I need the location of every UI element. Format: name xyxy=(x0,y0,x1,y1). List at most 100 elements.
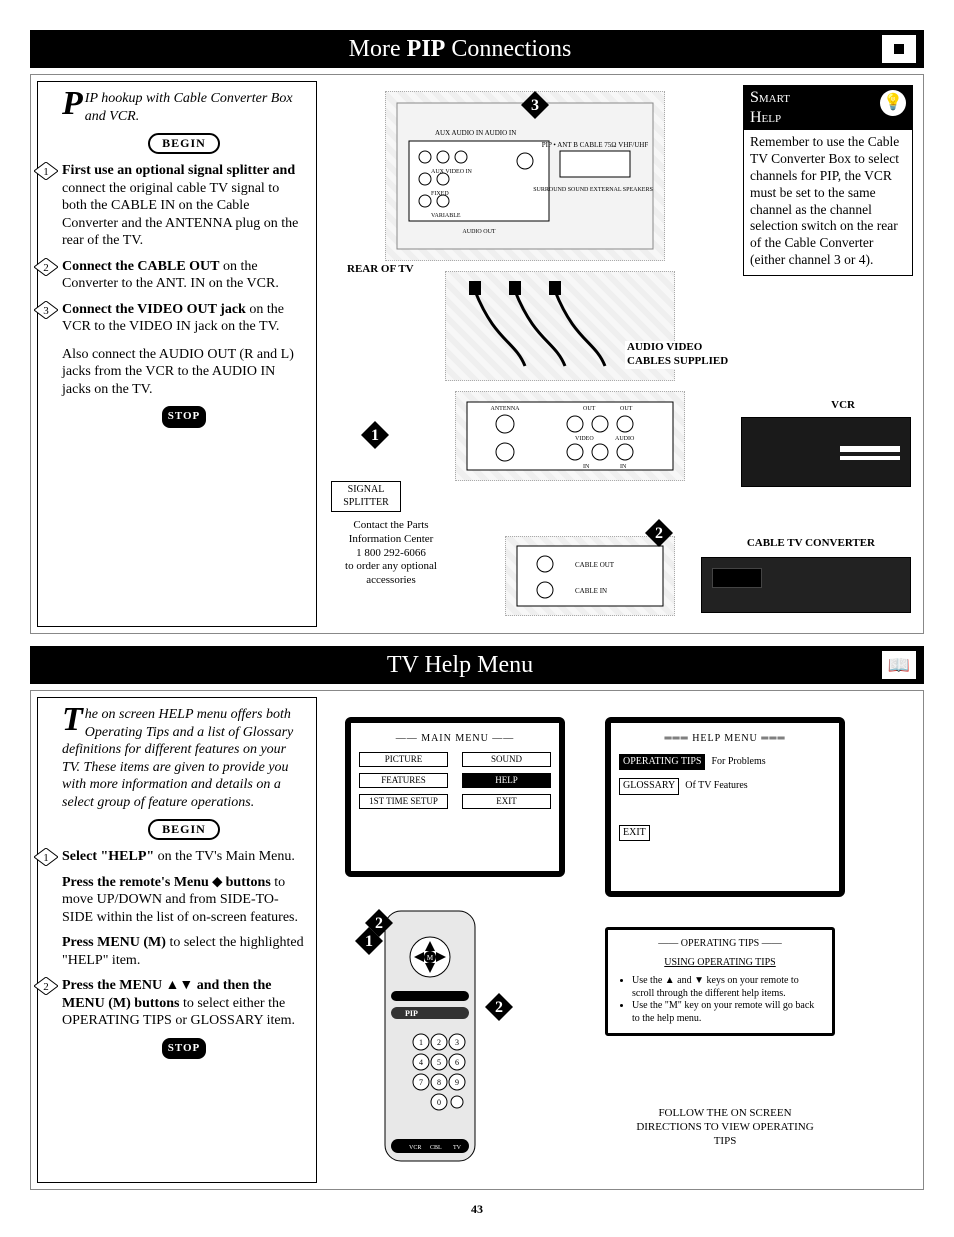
label-av-cables: AUDIO VIDEO CABLES SUPPLIED xyxy=(625,341,735,369)
svg-text:3: 3 xyxy=(43,305,49,317)
svg-text:FIXED: FIXED xyxy=(431,191,449,197)
svg-text:VARIABLE: VARIABLE xyxy=(431,213,461,219)
pip-step-2: 2 Connect the CABLE OUT on the Converter… xyxy=(62,258,306,293)
menu-item-features: FEATURES xyxy=(359,773,448,788)
tv-main-menu: —— MAIN MENU —— PICTURE SOUND FEATURES H… xyxy=(345,717,565,877)
ops-tips-bullet-2: Use the "M" key on your remote will go b… xyxy=(632,1000,822,1025)
help-menu-glossary: GLOSSARY xyxy=(619,778,679,795)
stop-badge: STOP xyxy=(162,406,207,428)
help-menu-operating-tips: OPERATING TIPS xyxy=(619,754,705,771)
banner-help: TV Help Menu 📖 xyxy=(30,646,924,684)
svg-text:ANTENNA: ANTENNA xyxy=(491,406,521,412)
help-step-2: 2 Press the MENU ▲▼ and then the MENU (M… xyxy=(62,977,306,1030)
step-number-icon: 3 xyxy=(34,301,58,319)
section-pip: P IP hookup with Cable Converter Box and… xyxy=(30,74,924,634)
svg-text:AUX AUDIO IN AUDIO IN: AUX AUDIO IN AUDIO IN xyxy=(435,129,516,137)
label-cable-converter: CABLE TV CONVERTER xyxy=(745,537,877,551)
callout-2-icon: 2 xyxy=(365,909,393,937)
step-number-icon: 2 xyxy=(34,977,58,995)
help-menu-exit: EXIT xyxy=(619,825,650,842)
pip-intro: P IP hookup with Cable Converter Box and… xyxy=(62,90,306,125)
svg-text:3: 3 xyxy=(531,97,539,114)
svg-text:PIP: PIP xyxy=(405,1009,418,1018)
svg-text:AUDIO: AUDIO xyxy=(615,436,635,442)
stop-badge: STOP xyxy=(162,1038,207,1060)
section-help: T he on screen HELP menu offers both Ope… xyxy=(30,690,924,1190)
callout-1-icon: 1 xyxy=(361,421,389,449)
pip-dropcap: P xyxy=(62,90,83,118)
banner-pip-title: More PIP Connections xyxy=(38,34,882,64)
svg-text:SURROUND SOUND EXTERNAL SPEAKE: SURROUND SOUND EXTERNAL SPEAKERS xyxy=(533,187,653,193)
svg-text:2: 2 xyxy=(375,915,383,932)
callout-2b-icon: 2 xyxy=(485,993,513,1021)
help-step-1-rest: on the TV's Main Menu. xyxy=(154,849,295,864)
svg-text:2: 2 xyxy=(43,262,49,274)
help-menu-header: ═══ HELP MENU ═══ xyxy=(619,733,831,746)
svg-text:TV: TV xyxy=(453,1145,462,1151)
svg-text:7: 7 xyxy=(419,1078,423,1087)
tv-set-icon xyxy=(882,35,916,63)
pip-step-3-extra: Also connect the AUDIO OUT (R and L) jac… xyxy=(62,346,306,399)
svg-text:CABLE IN: CABLE IN xyxy=(575,587,607,595)
pip-step-3: 3 Connect the VIDEO OUT jack on the VCR … xyxy=(62,301,306,399)
pip-instructions: P IP hookup with Cable Converter Box and… xyxy=(37,81,317,627)
main-menu-header: —— MAIN MENU —— xyxy=(359,733,551,746)
step-number-icon: 1 xyxy=(34,848,58,866)
cable-converter-rear-diagram: CABLE OUT CABLE IN xyxy=(505,536,675,616)
menu-item-help: HELP xyxy=(462,773,551,788)
smart-help-box: Smart Help 💡 Remember to use the Cable T… xyxy=(743,85,913,276)
pip-step-1-rest: connect the original cable TV signal to … xyxy=(62,181,298,249)
svg-text:8: 8 xyxy=(437,1078,441,1087)
ops-tips-bullet-1: Use the ▲ and ▼ keys on your remote to s… xyxy=(632,975,822,1000)
main-menu-grid: PICTURE SOUND FEATURES HELP 1ST TIME SET… xyxy=(359,752,551,810)
callout-2-icon: 2 xyxy=(645,519,673,547)
ops-tips-header: —— OPERATING TIPS —— xyxy=(618,938,822,951)
pip-step-1: 1 First use an optional signal splitter … xyxy=(62,162,306,250)
svg-text:1: 1 xyxy=(371,427,379,444)
smart-help-header: Smart Help 💡 xyxy=(744,86,912,130)
lightbulb-icon: 💡 xyxy=(880,90,906,116)
help-menu-line1-txt: For Problems xyxy=(711,756,765,769)
follow-directions: FOLLOW THE ON SCREEN DIRECTIONS TO VIEW … xyxy=(625,1107,825,1148)
help-menu-line-2: GLOSSARY Of TV Features xyxy=(619,778,831,795)
svg-text:4: 4 xyxy=(419,1058,423,1067)
pip-step-1-bold: First use an optional signal splitter an… xyxy=(62,163,295,178)
parts-contact: Contact the Parts Information Center xyxy=(331,519,451,547)
smart-help-body: Remember to use the Cable TV Converter B… xyxy=(744,130,912,275)
help-intro: T he on screen HELP menu offers both Ope… xyxy=(62,706,306,811)
label-rear-of-tv: REAR OF TV xyxy=(345,263,416,277)
pip-step-3-bold: Connect the VIDEO OUT jack xyxy=(62,302,246,317)
pip-diagram-area: Smart Help 💡 Remember to use the Cable T… xyxy=(325,81,917,627)
vcr-device-icon xyxy=(741,417,911,487)
svg-text:2: 2 xyxy=(43,981,49,993)
help-step1a-bold: Press the remote's Menu ⬥ buttons xyxy=(62,875,271,890)
svg-text:AUDIO OUT: AUDIO OUT xyxy=(462,229,495,235)
menu-item-1st-time: 1ST TIME SETUP xyxy=(359,794,448,809)
banner-help-title: TV Help Menu xyxy=(38,650,882,680)
help-diagram-area: —— MAIN MENU —— PICTURE SOUND FEATURES H… xyxy=(325,697,917,1183)
svg-text:0: 0 xyxy=(437,1098,441,1107)
svg-text:5: 5 xyxy=(437,1058,441,1067)
help-step-1: 1 Select "HELP" on the TV's Main Menu. P… xyxy=(62,848,306,969)
step-number-icon: 2 xyxy=(34,258,58,276)
svg-text:2: 2 xyxy=(495,999,503,1016)
help-step1b-bold: Press MENU (M) xyxy=(62,935,166,950)
banner-pip: More PIP Connections xyxy=(30,30,924,68)
menu-item-picture: PICTURE xyxy=(359,752,448,767)
svg-text:VCR: VCR xyxy=(409,1145,421,1151)
svg-text:VIDEO: VIDEO xyxy=(575,436,594,442)
label-signal-splitter: SIGNAL SPLITTER xyxy=(331,481,401,512)
svg-text:2: 2 xyxy=(655,525,663,542)
svg-text:6: 6 xyxy=(455,1058,459,1067)
vcr-rear-diagram: ANTENNA OUTOUT VIDEOAUDIO ININ xyxy=(455,391,685,481)
callout-3-icon: 3 xyxy=(521,91,549,119)
cable-converter-device-icon xyxy=(701,557,911,613)
parts-order: to order any optional accessories xyxy=(331,560,451,588)
help-menu-line-1: OPERATING TIPS For Problems xyxy=(619,754,831,771)
smart-help-hdr1: Smart xyxy=(750,88,790,108)
smart-help-hdr2: Help xyxy=(750,108,790,128)
svg-text:2: 2 xyxy=(437,1038,441,1047)
pip-intro-rest: IP hookup with Cable Converter Box and V… xyxy=(85,91,293,124)
svg-text:AUX VIDEO IN: AUX VIDEO IN xyxy=(431,169,473,175)
help-menu-line2-txt: Of TV Features xyxy=(685,780,747,793)
